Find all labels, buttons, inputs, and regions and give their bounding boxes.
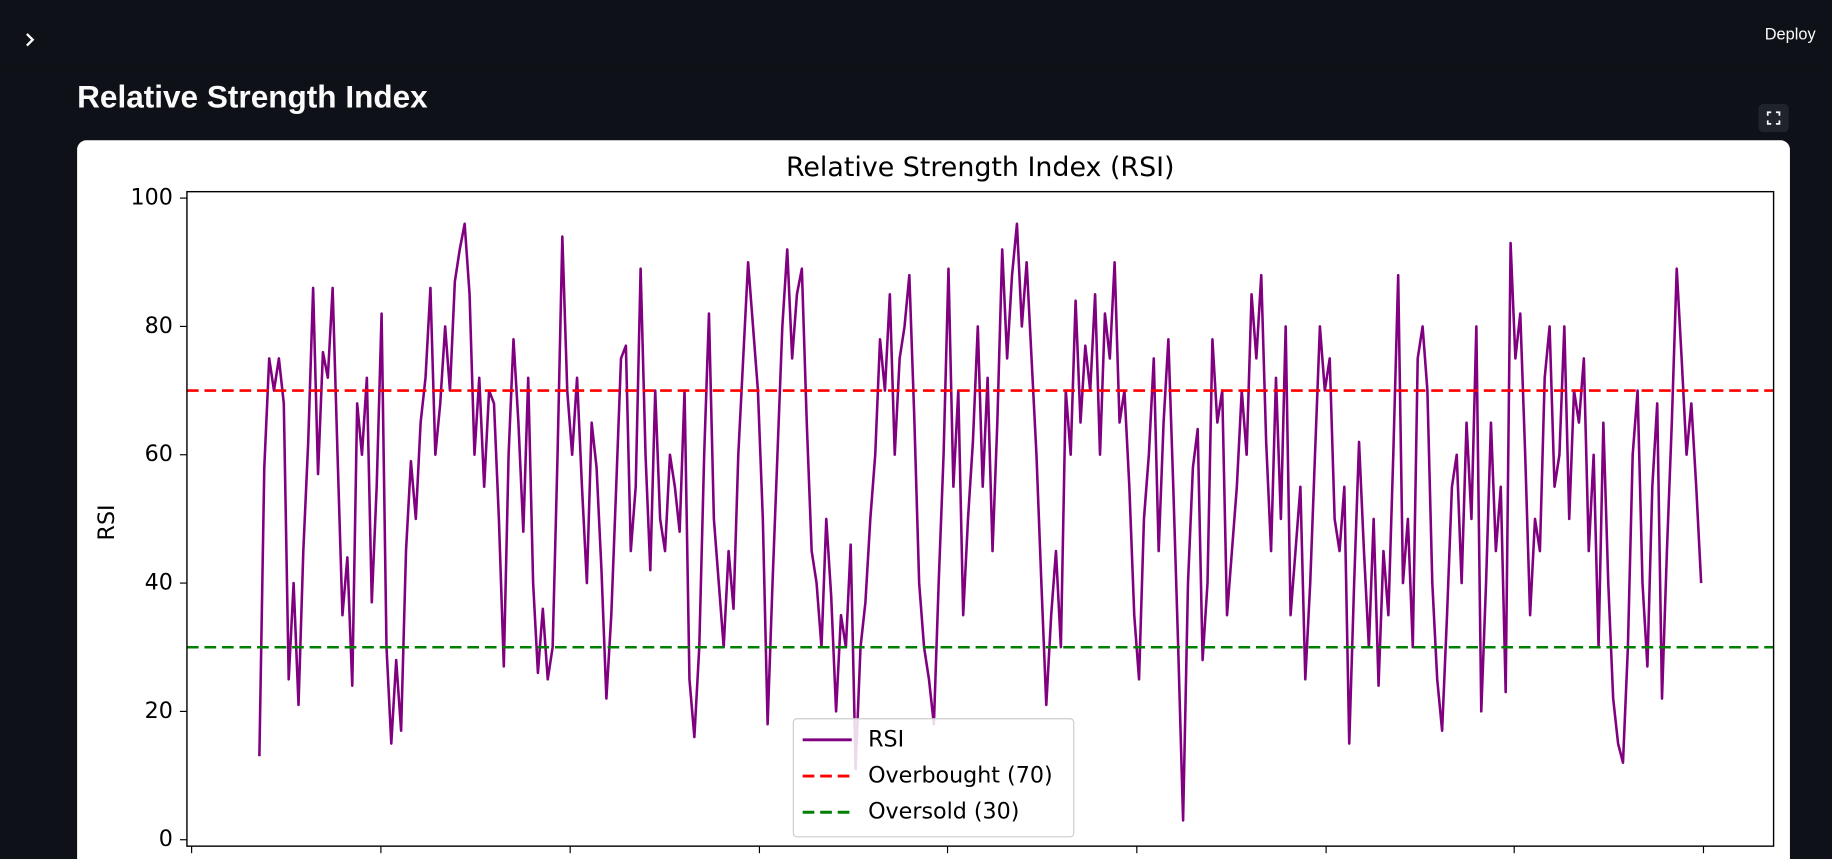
chart-title: Relative Strength Index (RSI) [786,152,1175,183]
plot-frame [186,190,1775,847]
y-tick-label: 80 [145,313,173,339]
y-tick-label: 100 [131,185,173,211]
rsi-line [258,222,1703,822]
fullscreen-button[interactable] [1758,104,1789,133]
top-bar [0,0,1832,66]
y-tick-label: 40 [145,570,173,596]
y-tick-label: 0 [159,826,173,852]
legend-box [792,718,1075,838]
y-tick-label: 20 [145,698,173,724]
legend-label: Overbought (70) [868,763,1053,789]
deploy-button[interactable]: Deploy [1764,24,1816,44]
page-title: Relative Strength Index [77,79,428,115]
legend-label: Oversold (30) [868,799,1019,825]
sidebar-toggle[interactable] [21,30,40,49]
y-tick-label: 60 [145,441,173,467]
legend-label: RSI [868,726,904,752]
y-axis-label: RSI [94,504,120,540]
